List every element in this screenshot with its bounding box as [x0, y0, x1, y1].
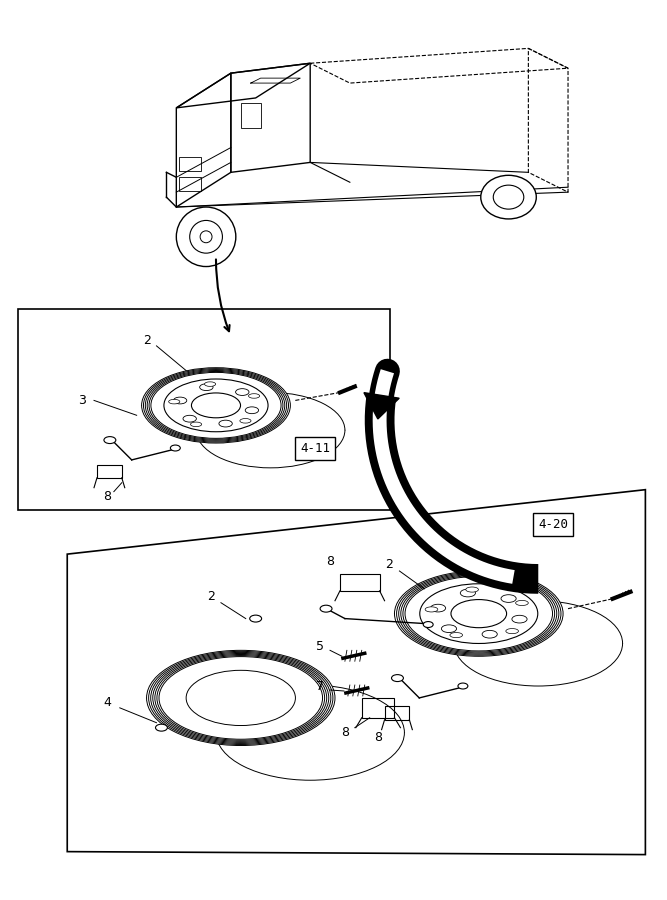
Ellipse shape	[249, 393, 259, 398]
Ellipse shape	[170, 445, 180, 451]
Ellipse shape	[512, 616, 527, 623]
Ellipse shape	[157, 655, 325, 741]
Circle shape	[189, 220, 222, 253]
Ellipse shape	[173, 397, 187, 404]
Ellipse shape	[401, 574, 557, 653]
Ellipse shape	[149, 652, 333, 744]
Circle shape	[176, 207, 236, 266]
Ellipse shape	[155, 724, 167, 731]
Text: 4: 4	[103, 697, 111, 709]
Ellipse shape	[159, 657, 323, 739]
Ellipse shape	[394, 571, 563, 656]
Ellipse shape	[397, 572, 561, 655]
Ellipse shape	[425, 607, 438, 612]
Ellipse shape	[183, 415, 196, 422]
Text: 4-11: 4-11	[300, 442, 330, 454]
Text: 4-20: 4-20	[538, 518, 568, 531]
Circle shape	[200, 230, 212, 243]
Ellipse shape	[104, 436, 116, 444]
Ellipse shape	[143, 369, 289, 442]
Bar	[241, 103, 261, 128]
Ellipse shape	[164, 379, 268, 432]
Ellipse shape	[466, 587, 478, 592]
Ellipse shape	[151, 373, 281, 438]
Ellipse shape	[151, 652, 331, 743]
Text: 2: 2	[386, 557, 394, 571]
Ellipse shape	[494, 185, 524, 209]
Ellipse shape	[403, 575, 555, 652]
Ellipse shape	[506, 628, 518, 634]
Ellipse shape	[205, 382, 215, 386]
Ellipse shape	[516, 600, 528, 606]
Ellipse shape	[216, 685, 404, 780]
Ellipse shape	[392, 675, 404, 681]
Text: 7: 7	[316, 680, 324, 692]
Ellipse shape	[454, 600, 622, 686]
Ellipse shape	[451, 599, 507, 627]
Ellipse shape	[147, 651, 335, 745]
Ellipse shape	[199, 383, 213, 391]
Bar	[179, 177, 201, 191]
Ellipse shape	[153, 653, 329, 742]
Text: 8: 8	[326, 554, 334, 568]
Ellipse shape	[141, 368, 290, 443]
Text: 5: 5	[316, 640, 324, 652]
Ellipse shape	[249, 615, 261, 622]
Ellipse shape	[240, 418, 251, 423]
Ellipse shape	[147, 371, 285, 440]
Ellipse shape	[320, 605, 332, 612]
Ellipse shape	[481, 176, 536, 219]
Ellipse shape	[430, 604, 446, 612]
Ellipse shape	[501, 595, 516, 602]
Ellipse shape	[186, 670, 295, 725]
Polygon shape	[365, 393, 538, 594]
Text: 2: 2	[207, 590, 215, 603]
Bar	[17, 310, 390, 509]
Text: 2: 2	[143, 335, 151, 347]
Ellipse shape	[169, 400, 180, 404]
Ellipse shape	[442, 625, 457, 633]
Ellipse shape	[420, 584, 538, 644]
Ellipse shape	[155, 654, 327, 742]
Text: 3: 3	[78, 394, 86, 407]
Bar	[179, 158, 201, 171]
Ellipse shape	[191, 422, 201, 427]
Ellipse shape	[458, 683, 468, 689]
Text: 8: 8	[341, 726, 349, 739]
Text: 8: 8	[374, 731, 382, 744]
Polygon shape	[364, 392, 399, 418]
Ellipse shape	[405, 576, 552, 651]
Ellipse shape	[219, 420, 232, 427]
Ellipse shape	[245, 407, 259, 414]
Ellipse shape	[149, 372, 283, 439]
Ellipse shape	[191, 393, 241, 418]
Ellipse shape	[424, 622, 433, 627]
Ellipse shape	[450, 633, 462, 637]
Ellipse shape	[145, 370, 287, 441]
Ellipse shape	[196, 392, 345, 468]
Ellipse shape	[482, 630, 498, 638]
Ellipse shape	[460, 590, 476, 597]
Ellipse shape	[399, 573, 559, 654]
Ellipse shape	[235, 389, 249, 395]
Text: 8: 8	[103, 491, 111, 503]
